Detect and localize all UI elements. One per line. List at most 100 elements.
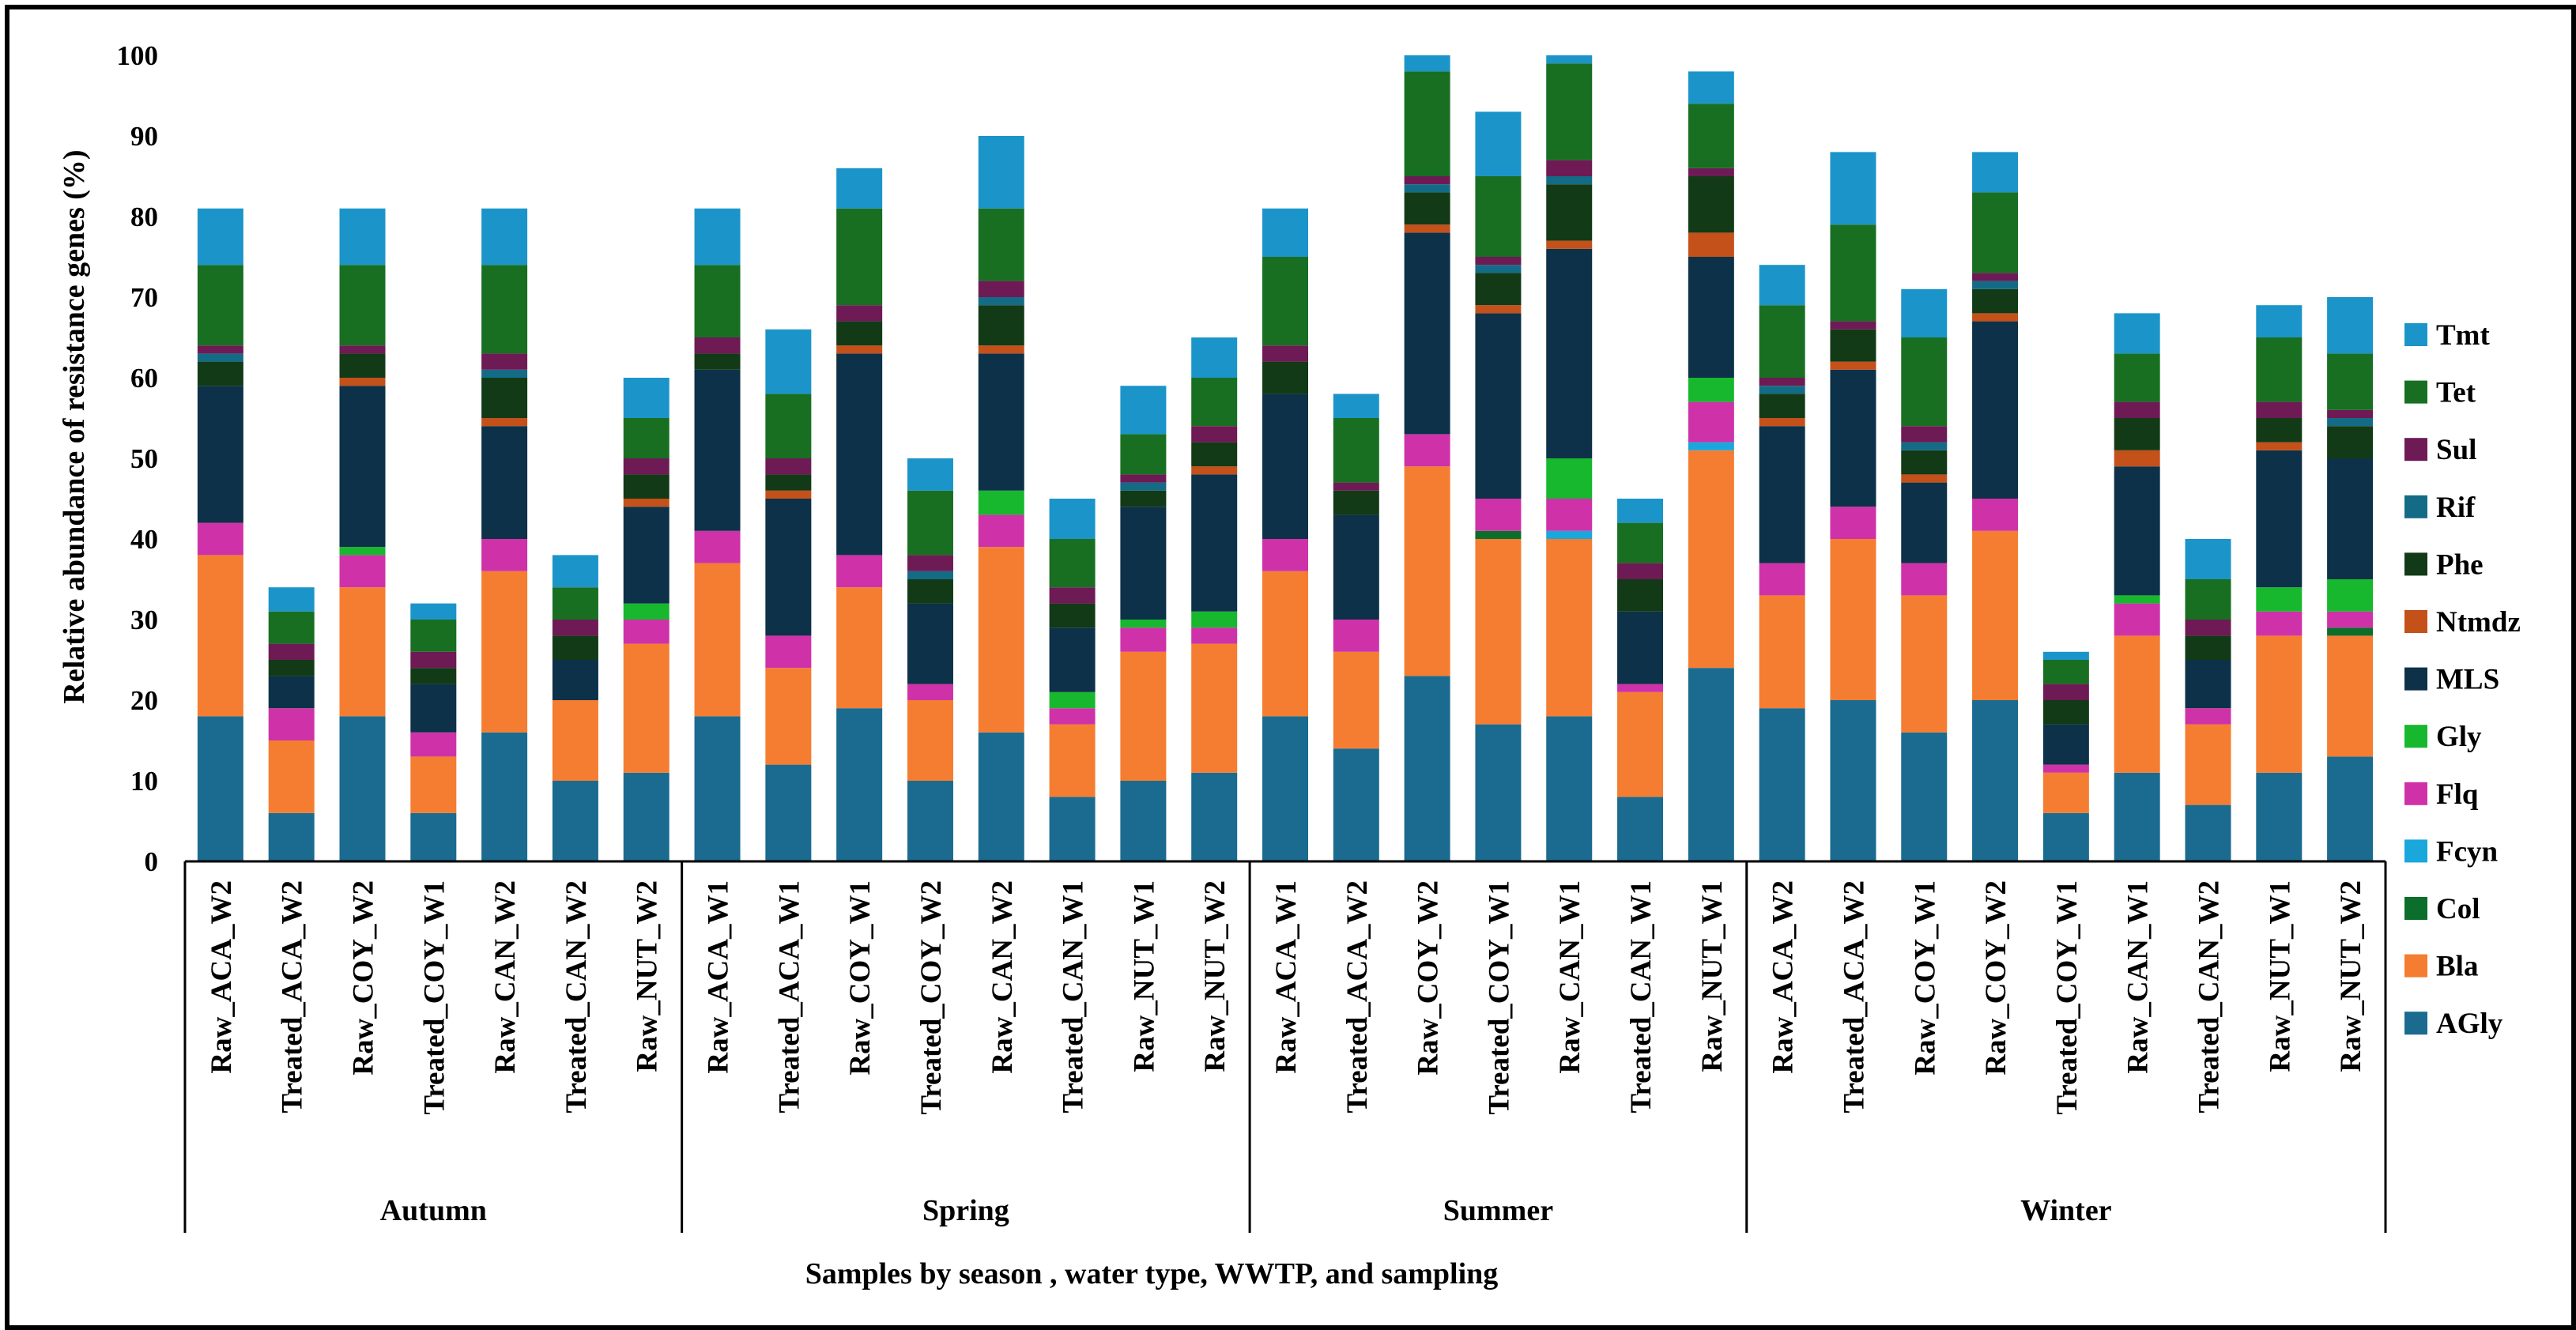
bar-segment-phe: [1546, 184, 1593, 241]
bar-segment-phe: [197, 361, 243, 386]
bar-segment-tmt: [1404, 55, 1450, 72]
category-label: Raw_NUT_W2: [632, 880, 664, 1072]
bar-segment-gly: [2114, 595, 2160, 604]
category-label: Raw_CAN_W2: [986, 880, 1019, 1074]
bar-segment-phe: [1617, 579, 1664, 612]
bar-segment-agly: [765, 764, 812, 861]
bar-segment-phe: [978, 305, 1024, 346]
category-label: Raw_NUT_W2: [2335, 880, 2367, 1072]
bar-segment-agly: [1404, 676, 1450, 861]
bar-segment-agly: [1475, 724, 1522, 861]
bar-segment-agly: [1901, 732, 1948, 861]
bar-segment-tmt: [197, 208, 243, 266]
bar-segment-agly: [1333, 748, 1379, 861]
bar-segment-ntmdz: [836, 345, 883, 354]
bar-segment-flq: [2114, 603, 2160, 636]
bar-segment-phe: [268, 660, 315, 676]
bar-segment-phe: [1049, 603, 1096, 628]
bar-segment-mls: [268, 676, 315, 709]
legend-label: AGly: [2436, 1008, 2503, 1040]
bar-segment-gly: [1688, 378, 1734, 402]
category-label: Treated_CAN_W1: [1058, 880, 1090, 1113]
bar-segment-ntmdz: [2256, 442, 2303, 450]
bar-segment-gly: [623, 603, 669, 620]
bar-stack: [2256, 305, 2303, 861]
bar-segment-agly: [197, 716, 243, 861]
bar-segment-mls: [481, 426, 528, 539]
category-label: Raw_CAN_W2: [489, 880, 522, 1074]
category-label: Treated_ACA_W2: [277, 880, 309, 1113]
bar-segment-sul: [765, 458, 812, 475]
bar-segment-agly: [2042, 812, 2089, 861]
bar-segment-mls: [1972, 321, 2019, 499]
bar-stack: [1120, 386, 1167, 861]
legend-label: Tet: [2436, 377, 2476, 409]
legend-label: MLS: [2436, 664, 2499, 696]
bar-segment-phe: [1191, 442, 1238, 467]
bar-stack: [765, 329, 812, 861]
bar-segment-flq: [1333, 620, 1379, 652]
bar-segment-flq: [481, 539, 528, 571]
group-label-spring: Spring: [922, 1194, 1009, 1227]
bar-segment-agly: [339, 716, 386, 861]
bar-segment-tmt: [1262, 208, 1308, 257]
bar-segment-bla: [1688, 450, 1734, 669]
bar-segment-ntmdz: [623, 499, 669, 507]
category-label: Raw_CAN_W1: [1554, 880, 1586, 1074]
bar-segment-flq: [623, 620, 669, 644]
bar-segment-ntmdz: [1830, 361, 1876, 370]
bar-segment-phe: [1830, 329, 1876, 362]
bar-stack: [1830, 152, 1876, 861]
x-axis-title: Samples by season , water type, WWTP, an…: [805, 1257, 1499, 1290]
bar-segment-bla: [1759, 595, 1805, 709]
bar-segment-mls: [907, 603, 953, 684]
legend-swatch: [2404, 667, 2427, 691]
bar-segment-sul: [1120, 474, 1167, 483]
bar-stack: [1049, 499, 1096, 861]
bar-segment-agly: [2327, 756, 2374, 861]
bar-segment-phe: [1262, 361, 1308, 394]
bar-segment-tmt: [836, 168, 883, 209]
bar-segment-mls: [2327, 458, 2374, 579]
bar-segment-sul: [197, 345, 243, 354]
bar-stack: [623, 378, 669, 861]
bar-segment-rif: [1759, 386, 1805, 394]
bar-segment-bla: [410, 756, 457, 813]
legend-item-tet: Tet: [2404, 377, 2476, 409]
bar-segment-sul: [268, 643, 315, 660]
legend-swatch: [2404, 380, 2427, 404]
bar-segment-tet: [1901, 337, 1948, 427]
bar-segment-mls: [1546, 248, 1593, 458]
bar-segment-tmt: [2042, 651, 2089, 660]
bar-segment-phe: [1404, 192, 1450, 225]
bar-segment-agly: [1262, 716, 1308, 861]
bar-segment-ntmdz: [481, 418, 528, 427]
bar-stack: [1404, 55, 1450, 861]
bar-segment-tmt: [978, 136, 1024, 209]
bar-segment-sul: [1333, 482, 1379, 491]
bar-segment-phe: [552, 635, 598, 660]
bar-segment-mls: [765, 499, 812, 636]
category-label: Treated_CAN_W1: [1625, 880, 1658, 1113]
legend-label: Phe: [2436, 548, 2484, 581]
bar-segment-phe: [1333, 490, 1379, 515]
bar-stack: [836, 168, 883, 861]
bar-segment-tet: [481, 265, 528, 354]
bar-segment-phe: [481, 378, 528, 418]
legend-label: Tmt: [2436, 319, 2491, 352]
bar-segment-tmt: [268, 587, 315, 612]
bar-segment-bla: [1901, 595, 1948, 733]
category-label: Treated_COY_W1: [1483, 880, 1515, 1115]
bar-segment-tmt: [1475, 111, 1522, 176]
bar-segment-tmt: [1546, 55, 1593, 64]
bar-segment-tet: [2114, 353, 2160, 402]
bar-segment-tmt: [1120, 386, 1167, 435]
bar-segment-gly: [1546, 458, 1593, 499]
bar-segment-tet: [1688, 104, 1734, 168]
y-tick-label: 30: [130, 605, 158, 635]
bar-stack: [2185, 539, 2231, 861]
category-label: Raw_CAN_W1: [2122, 880, 2155, 1074]
bar-stack: [1262, 208, 1308, 861]
bar-stack: [1546, 55, 1593, 861]
bar-segment-tmt: [765, 329, 812, 394]
